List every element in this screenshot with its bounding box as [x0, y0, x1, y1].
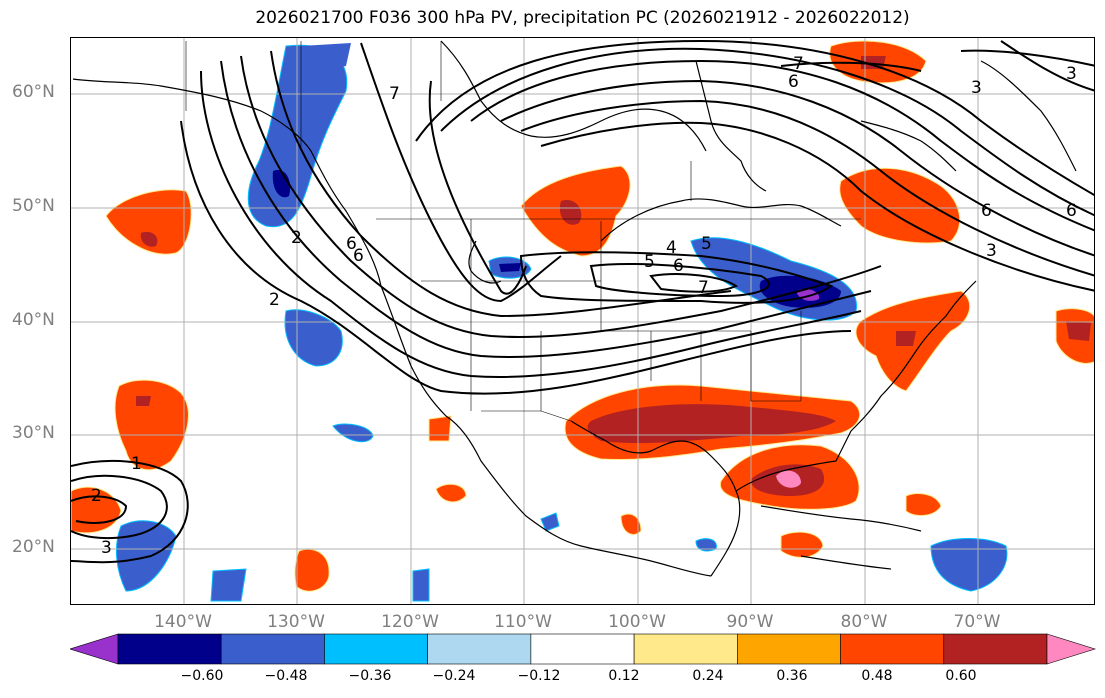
colorbar-segment	[943, 633, 1048, 665]
colorbar-segments	[70, 633, 1097, 665]
contour-label: 6	[1066, 201, 1077, 221]
contour-label: 2	[269, 290, 280, 310]
colorbar-segment	[737, 633, 841, 665]
lon-label-140w: 140°W	[154, 612, 212, 632]
contour-label: 2	[91, 486, 102, 506]
colorbar-tick: −0.48	[264, 668, 308, 684]
contour-labels: 7 6 6 6 5 4 6 5 7 2 2 2 3 7 6 3 3 6 3 1	[91, 54, 1077, 558]
lon-label-100w: 100°W	[608, 612, 666, 632]
contour-label: 7	[793, 54, 804, 74]
colorbar-arrow-low	[70, 633, 119, 665]
contour-label: 1	[131, 454, 142, 474]
map-title: 2026021700 F036 300 hPa PV, precipitatio…	[255, 8, 910, 28]
contour-label: 6	[981, 201, 992, 221]
lon-label-120w: 120°W	[381, 612, 439, 632]
colorbar-tick: −0.60	[180, 668, 224, 684]
precip-fills	[71, 40, 1094, 602]
contour-label: 6	[346, 234, 357, 254]
colorbar-arrow-high	[1046, 633, 1097, 665]
contour-label: 7	[389, 84, 400, 104]
colorbar-tick: 0.36	[776, 668, 808, 684]
contour-label: 4	[666, 238, 677, 258]
lat-label-60n: 60°N	[12, 82, 55, 102]
colorbar-tick: −0.24	[432, 668, 476, 684]
contour-label: 3	[1066, 64, 1077, 84]
political-borders	[185, 41, 861, 422]
contour-label: 3	[986, 241, 997, 261]
lon-label-90w: 90°W	[726, 612, 774, 632]
contour-label: 5	[701, 234, 712, 254]
contour-label: 3	[971, 78, 982, 98]
colorbar-segment	[117, 633, 222, 665]
map-canvas: 7 6 6 6 5 4 6 5 7 2 2 2 3 7 6 3 3 6 3 1	[71, 38, 1094, 604]
colorbar-segment	[220, 633, 325, 665]
coastlines	[72, 40, 1077, 577]
colorbar-tick: −0.36	[348, 668, 392, 684]
colorbar-tick: 0.12	[608, 668, 640, 684]
lat-label-40n: 40°N	[12, 310, 55, 330]
lon-label-130w: 130°W	[267, 612, 325, 632]
contour-label: 2	[291, 228, 302, 248]
colorbar	[70, 633, 1097, 665]
colorbar-tick: 0.60	[945, 668, 977, 684]
colorbar-tick: 0.24	[692, 668, 724, 684]
colorbar-segment	[633, 633, 738, 665]
contour-label: 6	[353, 246, 364, 266]
contour-label: 6	[788, 72, 799, 92]
lon-label-70w: 70°W	[953, 612, 1001, 632]
contour-label: 6	[673, 256, 684, 276]
map-panel: 7 6 6 6 5 4 6 5 7 2 2 2 3 7 6 3 3 6 3 1	[70, 37, 1095, 605]
colorbar-segment	[530, 633, 635, 665]
colorbar-tick: −0.12	[517, 668, 561, 684]
contour-label: 5	[644, 252, 655, 272]
colorbar-segment	[840, 633, 945, 665]
contour-label: 3	[101, 538, 112, 558]
lon-label-110w: 110°W	[494, 612, 552, 632]
lon-label-80w: 80°W	[840, 612, 888, 632]
colorbar-segment	[427, 633, 532, 665]
lat-label-30n: 30°N	[12, 423, 55, 443]
colorbar-tick: 0.48	[861, 668, 893, 684]
contour-label: 7	[698, 278, 709, 298]
pv-contours	[71, 39, 1094, 564]
colorbar-segment	[324, 633, 428, 665]
lat-label-50n: 50°N	[12, 196, 55, 216]
lat-label-20n: 20°N	[12, 537, 55, 557]
